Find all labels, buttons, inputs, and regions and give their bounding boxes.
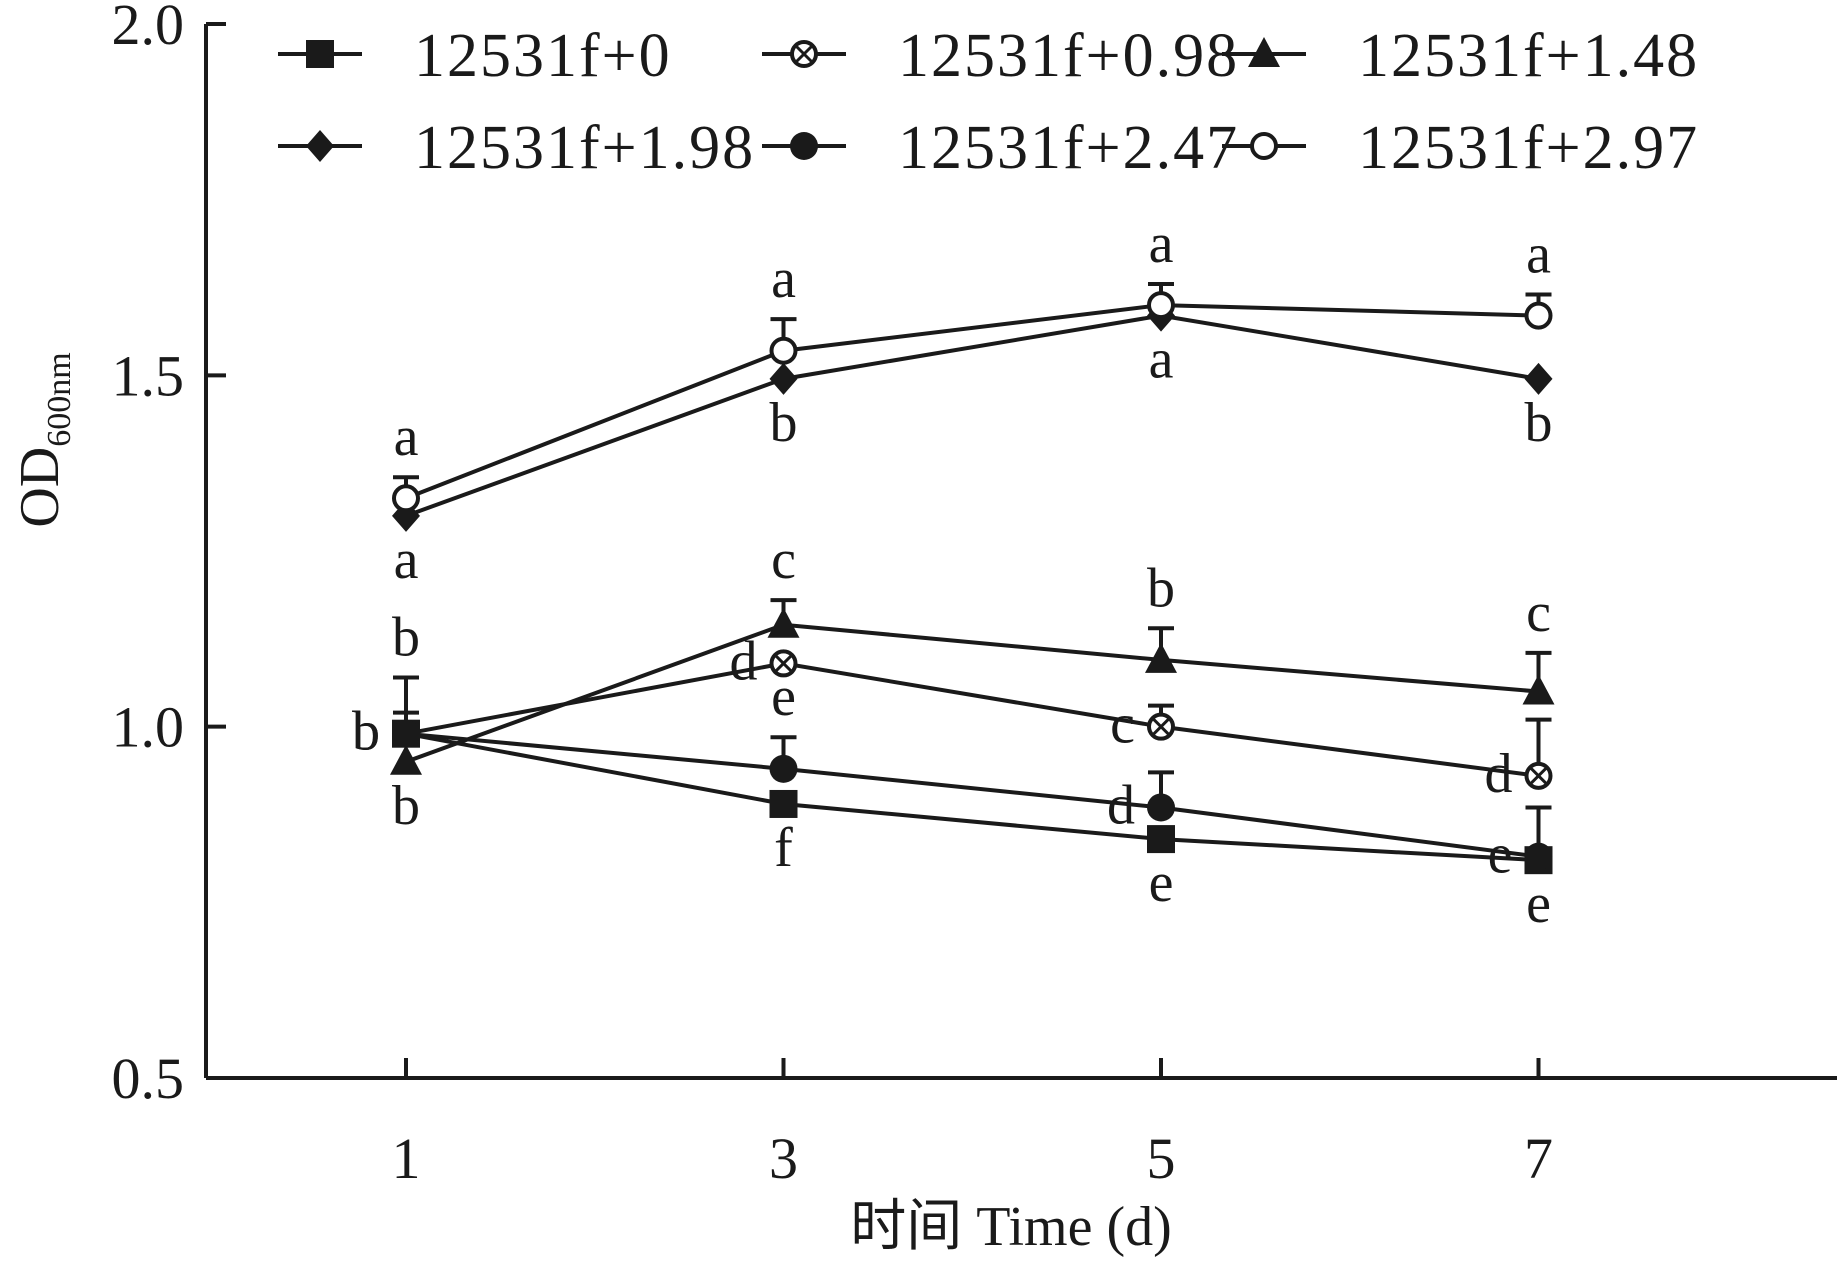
legend-item: 12531f+2.47 [762,114,1239,182]
series-line [405,313,1539,518]
significance-letter: f [774,817,793,879]
series-12531f-1-48 [390,598,1555,775]
y-tick-label: 1.5 [112,343,185,408]
y-axis-title-subscript: 600nm [41,352,78,446]
significance-letter: c [1110,694,1135,756]
data-point-marker [1524,301,1553,330]
data-point-marker [769,754,798,783]
data-point-marker [392,484,420,513]
legend-label: 12531f+1.48 [1358,22,1699,90]
legend: 12531f+0 12531f+0.98 12531f+1.48 12531f+1.9… [278,22,1699,182]
data-point-marker [1147,793,1175,822]
data-point-marker [1147,712,1175,741]
series-12531f-1-98 [392,299,1553,532]
significance-letter: d [1107,774,1135,836]
significance-letter: b [352,701,380,763]
x-tick-label: 3 [769,1126,798,1191]
series-line [405,622,1539,764]
legend-marker [306,130,334,162]
data-point-marker [769,362,798,395]
x-axis-title: 时间 Time (d) [850,1196,1172,1258]
legend-item: 12531f+0.98 [762,22,1239,90]
data-point-marker [769,336,798,365]
data-point-marker [769,789,798,818]
significance-letter: c [771,529,796,591]
significance-letter: a [394,406,419,468]
series-12531f-2-47 [392,675,1553,871]
data-point-marker [1524,842,1553,871]
y-tick-label: 0.5 [112,1046,185,1111]
series-12531f-0 [392,710,1553,875]
legend-marker [306,40,334,68]
significance-letter: d [1485,743,1513,805]
significance-letter: b [770,392,798,454]
data-point-marker [1524,362,1553,395]
significance-letter: b [1147,557,1175,619]
data-point-marker [769,649,798,678]
data-point-marker [767,607,800,638]
data-point-marker [392,719,420,748]
significance-letter: a [771,248,796,310]
legend-marker [1248,37,1280,67]
significance-letter: c [1526,582,1551,644]
significance-letter: a [394,529,419,591]
legend-item: 12531f+1.98 [278,114,755,182]
legend-item: 12531f+0 [278,22,672,90]
legend-marker [790,40,818,68]
legend-marker [1250,132,1278,160]
data-series [390,281,1555,875]
significance-letter: e [1149,852,1174,914]
series-line [405,731,1539,859]
data-point-marker [1522,674,1555,705]
significance-letter: b [1525,392,1553,454]
legend-item: 12531f+1.48 [1222,22,1699,90]
significance-letter: e [771,666,796,728]
y-axis-title-main: OD [9,447,71,528]
series-12531f-0-98 [392,649,1553,790]
series-12531f-2-97 [392,281,1553,513]
axes [204,24,1837,1080]
series-line [405,303,1539,501]
significance-letter: b [352,701,380,763]
data-point-marker [390,744,422,775]
x-tick-label: 1 [392,1126,421,1191]
ticks: 0.5 1.0 1.5 2.0 1 3 5 7 [112,0,1554,1191]
legend-marker [790,132,818,160]
significance-letter: a [1526,224,1551,286]
significance-letter: e [1526,873,1551,935]
significance-letter: b [392,775,420,837]
significance-letter: d [730,630,758,692]
data-point-marker [1524,761,1553,790]
series-line [405,661,1539,778]
series-line [405,731,1539,863]
x-tick-label: 7 [1524,1126,1553,1191]
legend-label: 12531f+2.97 [1358,114,1699,182]
significance-letter: e [1488,824,1513,886]
data-point-marker [1145,642,1177,673]
data-point-marker [1147,825,1175,854]
y-tick-label: 2.0 [112,0,185,57]
legend-label: 12531f+1.98 [414,114,755,182]
y-axis-title: OD600nm [9,352,78,527]
legend-label: 12531f+0.98 [898,22,1239,90]
y-tick-label: 1.0 [112,695,185,760]
significance-letter: a [1149,329,1174,391]
data-point-marker [1147,291,1175,320]
significance-letter: a [1149,213,1174,275]
legend-label: 12531f+0 [414,22,672,90]
x-tick-label: 5 [1147,1126,1176,1191]
legend-item: 12531f+2.97 [1222,114,1699,182]
legend-label: 12531f+2.47 [898,114,1239,182]
significance-letter: b [392,606,420,668]
